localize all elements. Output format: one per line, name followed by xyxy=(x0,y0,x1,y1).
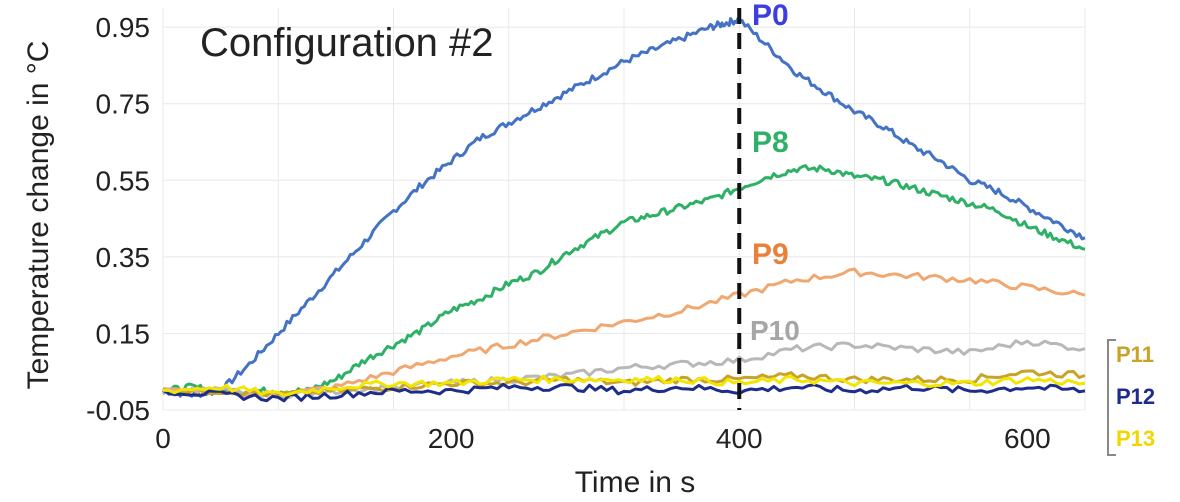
chart-title: Configuration #2 xyxy=(200,21,494,65)
x-axis-label: Time in s xyxy=(575,466,696,499)
y-tick-label: 0.15 xyxy=(96,318,151,349)
tick-labels: -0.05 0.15 0.35 0.55 0.75 0.95 0 200 400 600 xyxy=(86,12,1051,454)
legend-bracket xyxy=(1107,339,1116,456)
series-label-p10: P10 xyxy=(750,315,800,346)
y-tick-label: 0.55 xyxy=(96,165,151,196)
series-label-p9: P9 xyxy=(752,238,789,271)
series-label-p0: P0 xyxy=(752,0,789,32)
series-line-p9 xyxy=(162,267,1086,398)
series-labels: P0 P8 P9 P10 P11 P12 P13 xyxy=(750,0,1155,451)
series-label-p11: P11 xyxy=(1116,342,1154,367)
series-label-p8: P8 xyxy=(752,126,789,159)
x-tick-label: 200 xyxy=(428,423,475,454)
y-axis-label: Temperature change in °C xyxy=(22,41,55,390)
y-tick-label: 0.35 xyxy=(96,242,151,273)
x-tick-label: 600 xyxy=(1004,423,1051,454)
series-line-p13 xyxy=(162,374,1086,397)
x-tick-label: 400 xyxy=(716,423,763,454)
series-line-p0 xyxy=(162,17,1086,398)
series-label-p13: P13 xyxy=(1116,426,1155,451)
grid-lines xyxy=(162,8,1086,411)
series-line-p8 xyxy=(162,164,1086,396)
y-tick-label: 0.75 xyxy=(96,89,151,120)
y-tick-label: -0.05 xyxy=(86,395,150,426)
x-tick-label: 0 xyxy=(155,423,171,454)
series-lines xyxy=(162,17,1086,403)
series-label-p12: P12 xyxy=(1116,384,1155,409)
y-tick-label: 0.95 xyxy=(96,12,151,43)
